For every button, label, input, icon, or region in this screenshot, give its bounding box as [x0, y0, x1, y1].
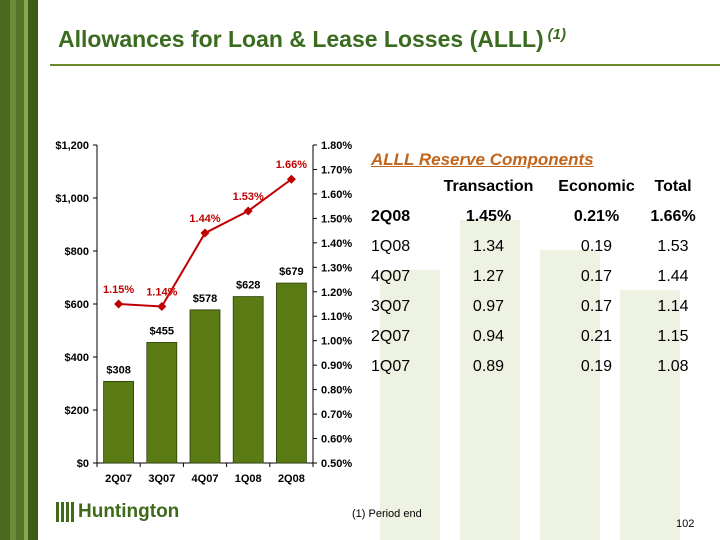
right-tick-label: 0.90%	[321, 360, 352, 372]
table-cell: 0.17	[580, 268, 613, 285]
line-value-label: 1.15%	[103, 284, 134, 296]
left-tick-label: $600	[65, 299, 89, 311]
left-tick-label: $400	[65, 352, 89, 364]
line-point	[157, 301, 167, 311]
table-cell: 2Q08	[371, 208, 411, 225]
table-cell: 0.94	[472, 328, 505, 345]
bar	[189, 309, 221, 464]
right-tick-label: 0.80%	[321, 385, 352, 397]
table-cell: 1Q07	[371, 358, 411, 375]
slide-title-text: Allowances for Loan & Lease Losses (ALLL…	[58, 26, 544, 52]
table-cell: 0.21	[580, 328, 613, 345]
table-cell: 1.53	[657, 238, 689, 255]
left-tick-label: $1,200	[55, 140, 89, 152]
bar-value-label: $455	[150, 325, 174, 337]
line-point	[114, 299, 124, 309]
table-cell: 0.19	[580, 358, 613, 375]
table-cell: 1.14	[657, 298, 689, 315]
right-tick-label: 0.60%	[321, 434, 352, 446]
logo-text: Huntington	[78, 501, 180, 522]
right-tick-label: 1.30%	[321, 262, 352, 274]
table-cell: 1.15	[657, 328, 689, 345]
title-superscript: (1)	[547, 26, 566, 43]
left-tick-label: $800	[65, 246, 89, 258]
table-cell: 0.97	[472, 298, 505, 315]
table-cell: 1.45%	[465, 208, 512, 225]
table-cell: 1.27	[472, 268, 505, 285]
line-point	[200, 228, 210, 238]
table-cell: 0.21%	[573, 208, 620, 225]
table-cell: 1.08	[657, 358, 689, 375]
line-point	[286, 174, 296, 184]
line-value-label: 1.14%	[146, 286, 177, 298]
x-tick-label: 3Q07	[148, 473, 175, 485]
page-number: 102	[676, 518, 695, 530]
bar-value-label: $578	[193, 293, 217, 305]
bar-value-label: $308	[106, 364, 130, 376]
right-tick-label: 0.50%	[321, 458, 352, 470]
right-tick-label: 1.00%	[321, 336, 352, 348]
left-tick-label: $0	[77, 458, 89, 470]
table-cell: 1.34	[472, 238, 505, 255]
bar-value-label: $628	[236, 280, 260, 292]
decorative-sidebar	[0, 0, 38, 540]
header-cell: Total	[654, 178, 692, 195]
x-tick-label: 2Q08	[278, 473, 305, 485]
line-value-label: 1.44%	[189, 213, 220, 225]
right-tick-label: 1.60%	[321, 189, 352, 201]
right-tick-label: 1.40%	[321, 238, 352, 250]
header-cell: Economic	[558, 178, 635, 195]
right-tick-label: 0.70%	[321, 409, 352, 421]
table-cell: 3Q07	[371, 298, 411, 315]
table-cell: 0.19	[580, 238, 613, 255]
right-tick-label: 1.80%	[321, 140, 352, 152]
line-value-label: 1.66%	[276, 159, 307, 171]
huntington-mark-icon	[56, 502, 74, 522]
table-cell: 1Q08	[371, 238, 411, 255]
footnote: (1) Period end	[352, 508, 422, 520]
table-cell: 0.17	[580, 298, 613, 315]
x-tick-label: 1Q08	[235, 473, 262, 485]
header-cell: Transaction	[443, 178, 534, 195]
bar	[275, 282, 307, 464]
table-cell: 0.89	[472, 358, 505, 375]
bar	[232, 296, 264, 464]
title-divider	[50, 64, 720, 66]
left-tick-label: $200	[65, 405, 89, 417]
right-tick-label: 1.50%	[321, 213, 352, 225]
left-tick-label: $1,000	[55, 193, 89, 205]
table-cell: 1.66%	[650, 208, 696, 225]
x-tick-label: 4Q07	[192, 473, 219, 485]
right-tick-label: 1.10%	[321, 311, 352, 323]
huntington-logo: Huntington	[56, 501, 179, 523]
ratio-line	[118, 178, 292, 308]
watermark-logo	[380, 220, 680, 540]
x-tick-label: 2Q07	[105, 473, 132, 485]
line-value-label: 1.53%	[233, 191, 264, 203]
bar-value-label: $679	[279, 266, 303, 278]
bar	[103, 380, 134, 464]
table-cell: 1.44	[657, 268, 689, 285]
slide-title: Allowances for Loan & Lease Losses (ALLL…	[58, 26, 566, 53]
right-tick-label: 1.20%	[321, 287, 352, 299]
right-tick-label: 1.70%	[321, 164, 352, 176]
bar	[146, 342, 178, 464]
components-title: ALLL Reserve Components	[371, 150, 594, 169]
table-cell: 2Q07	[371, 328, 411, 345]
line-point	[243, 206, 253, 216]
table-cell: 4Q07	[371, 268, 411, 285]
